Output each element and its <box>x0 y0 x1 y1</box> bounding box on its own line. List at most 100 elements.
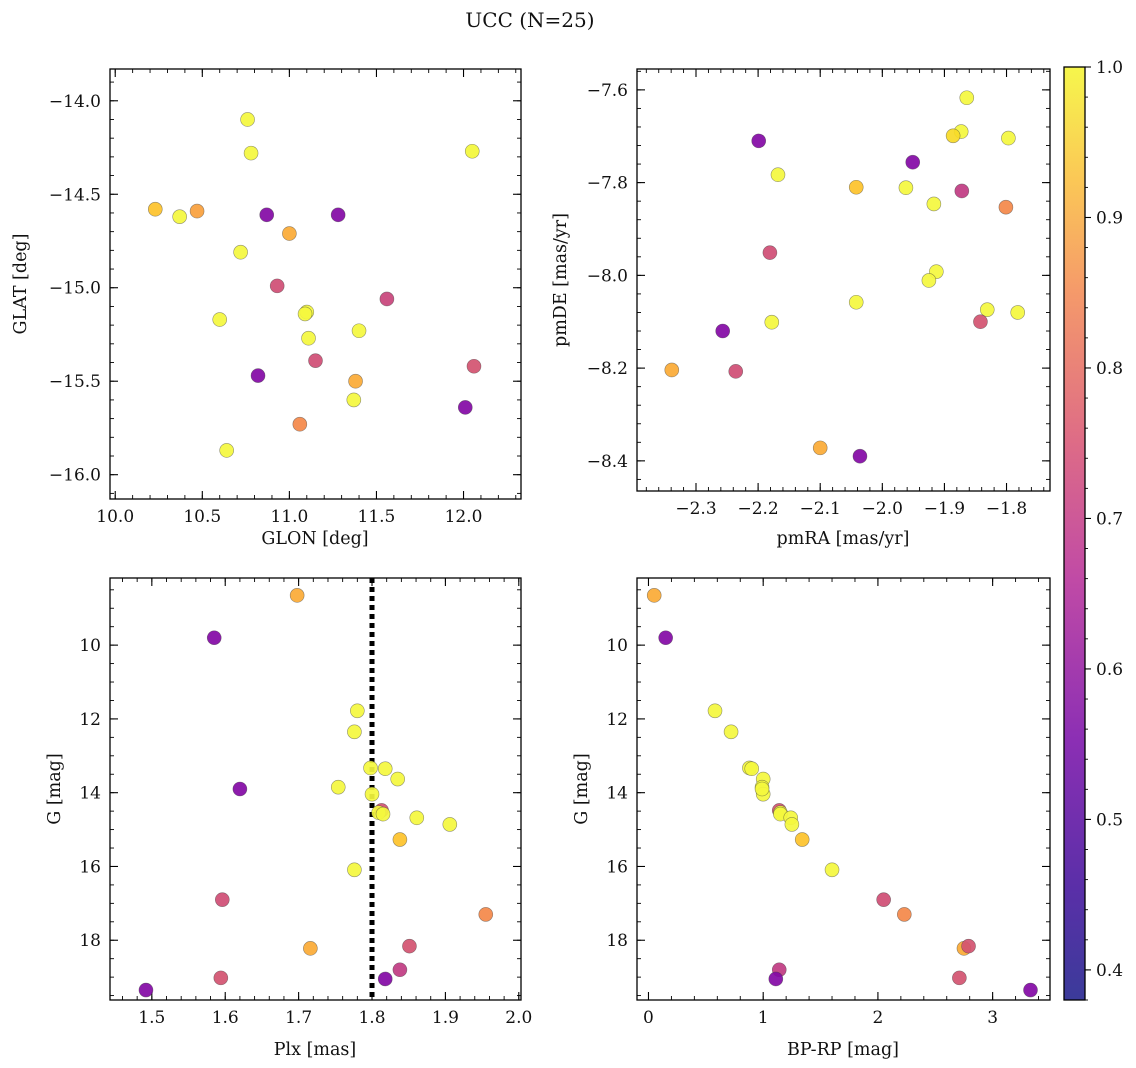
data-point <box>466 358 482 374</box>
data-point <box>138 982 154 998</box>
data-point <box>147 201 163 217</box>
x-tick-label: 1.8 <box>358 1008 385 1028</box>
data-point <box>1010 305 1026 320</box>
x-axis-label: GLON [deg] <box>261 529 368 549</box>
data-point <box>377 971 393 987</box>
data-point <box>213 970 229 986</box>
x-tick-label: 2 <box>873 1008 884 1028</box>
data-point <box>905 154 921 170</box>
y-tick-label: −16.0 <box>49 466 101 486</box>
y-tick-label: 16 <box>606 857 628 877</box>
data-point <box>973 314 988 330</box>
data-point <box>954 183 970 199</box>
data-point <box>848 179 864 195</box>
data-point <box>952 970 967 986</box>
data-point <box>212 312 228 327</box>
data-point <box>812 440 828 456</box>
panel-2: −2.3 −2.2 −2.1 −2.0 −1.9 −1.8 −8.4 −8.2 −8.0 −7.8… <box>551 68 1051 549</box>
data-point <box>921 273 937 288</box>
data-point <box>292 416 308 432</box>
x-tick-label: −1.8 <box>986 499 1027 519</box>
y-tick-label: 14 <box>606 784 628 804</box>
x-tick-label: 11.0 <box>270 507 308 527</box>
data-point <box>770 167 786 183</box>
y-tick-label: −15.5 <box>49 372 101 392</box>
x-tick-label: 1.9 <box>432 1008 459 1028</box>
y-axis-label: G [mag] <box>572 753 592 824</box>
panel-3: 1.5 1.6 1.7 1.8 1.9 2.0 10 12 14 16 18 Plx [mas] G [… <box>45 577 532 1060</box>
data-point <box>897 907 912 922</box>
colorbar-tick-label: 0.4 <box>1096 961 1123 981</box>
data-point <box>347 724 362 740</box>
y-tick-label: 12 <box>79 710 101 730</box>
data-point <box>442 817 458 832</box>
colorbar-frame <box>1063 66 1086 1001</box>
panel-frame <box>636 577 1051 1001</box>
x-tick-label: 1 <box>758 1008 769 1028</box>
data-point <box>269 278 285 294</box>
y-tick-label: 18 <box>79 931 101 951</box>
colorbar-tick-label: 0.5 <box>1096 810 1123 830</box>
x-tick-label: 1.6 <box>212 1008 239 1028</box>
y-tick-label: −14.5 <box>49 185 101 205</box>
data-point <box>409 810 425 826</box>
panel-frame <box>109 577 522 1001</box>
data-point <box>232 781 248 797</box>
data-point <box>351 323 367 339</box>
figure-title: UCC (N=25) <box>465 8 594 32</box>
colorbar-tick-label: 1.0 <box>1096 58 1123 78</box>
x-tick-label: 1.5 <box>138 1008 165 1028</box>
data-point <box>330 207 346 223</box>
data-point <box>898 180 914 196</box>
data-point <box>390 771 406 787</box>
x-tick-label: 2.0 <box>505 1008 532 1028</box>
data-point <box>377 761 393 777</box>
x-axis-label: Plx [mas] <box>274 1040 356 1060</box>
data-point <box>945 128 961 144</box>
data-point <box>646 588 662 603</box>
x-tick-label: 0 <box>643 1008 654 1028</box>
data-point <box>240 112 255 127</box>
data-point <box>172 209 187 224</box>
data-point <box>363 760 378 776</box>
data-point <box>876 892 891 907</box>
colorbar-gradient <box>1064 67 1085 1000</box>
data-point <box>998 199 1014 215</box>
data-point <box>206 630 222 646</box>
colorbar-tick-label: 0.8 <box>1096 359 1123 379</box>
data-point <box>784 817 800 832</box>
data-point <box>723 724 739 740</box>
x-tick-label: 10.5 <box>183 507 221 527</box>
y-axis-label: G [mag] <box>45 753 65 824</box>
data-point <box>979 302 995 317</box>
data-point <box>751 133 767 149</box>
data-point <box>346 392 362 408</box>
data-point <box>189 203 205 219</box>
data-point <box>1001 130 1016 146</box>
x-tick-label: 11.5 <box>358 507 396 527</box>
y-tick-label: −8.2 <box>587 359 628 379</box>
y-tick-label: −14.0 <box>49 92 101 112</box>
x-axis-label: pmRA [mas/yr] <box>777 529 910 549</box>
data-point <box>379 291 395 307</box>
y-tick-label: 12 <box>606 710 628 730</box>
data-point <box>214 892 230 907</box>
data-point <box>794 832 810 847</box>
x-tick-label: −2.2 <box>737 499 778 519</box>
y-axis-label: pmDE [mas/yr] <box>551 213 571 347</box>
data-point <box>658 630 673 646</box>
x-tick-label: −2.0 <box>862 499 903 519</box>
x-tick-label: 1.7 <box>285 1008 312 1028</box>
data-point <box>259 207 275 223</box>
colorbar-tick-label: 0.9 <box>1096 208 1123 228</box>
data-point <box>464 143 480 159</box>
x-tick-label: 10.0 <box>96 507 134 527</box>
data-point <box>301 330 316 346</box>
data-point <box>764 314 780 330</box>
data-point <box>308 353 323 368</box>
x-tick-label: −2.1 <box>800 499 841 519</box>
data-point <box>768 971 784 987</box>
y-tick-label: 16 <box>79 857 101 877</box>
colorbar-ticks: 0.4 0.5 0.6 0.7 0.8 0.9 1.0 <box>1085 58 1123 1001</box>
